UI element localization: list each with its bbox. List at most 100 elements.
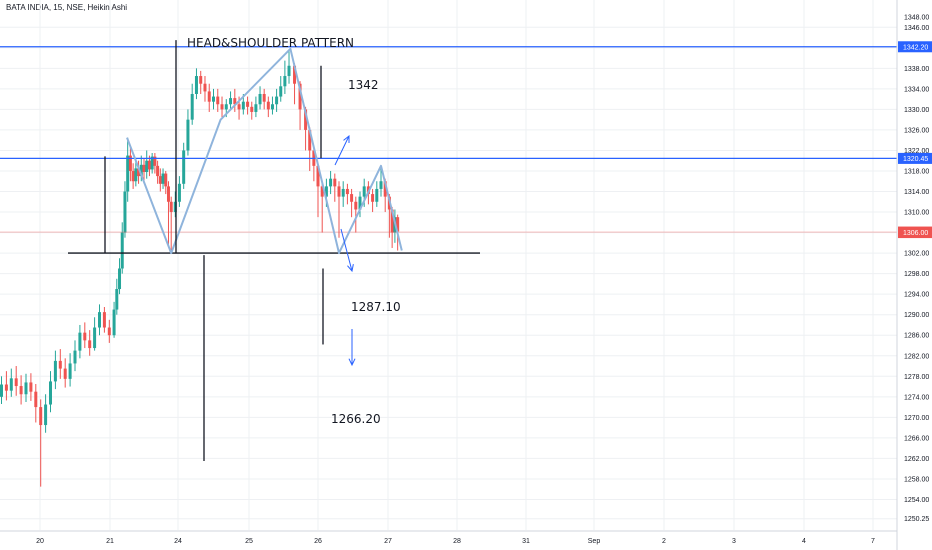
annotation-target-1266: 1266.20 (331, 412, 381, 426)
candle-body (329, 178, 333, 187)
time-axis[interactable]: 20 21 24 25 26 27 28 31 Sep 2 3 4 7 (0, 530, 897, 545)
price-tick-label: 1348.00 (904, 15, 929, 22)
candle-body (266, 101, 270, 110)
time-tick-label: 27 (384, 538, 392, 545)
price-axis-bg (897, 0, 932, 550)
candle-body (145, 160, 149, 173)
candle-body (246, 101, 250, 107)
candle-body (123, 191, 127, 233)
price-tag: 1320.45 (898, 152, 932, 164)
candle-body (14, 378, 18, 387)
annotation-target-1342: 1342 (348, 78, 379, 92)
candle-body (102, 312, 106, 328)
pattern-drawings[interactable] (68, 40, 480, 461)
candle-body (341, 188, 345, 197)
candle-body (390, 209, 394, 233)
candle-body (354, 201, 358, 210)
price-tag-label: 1306.00 (903, 230, 928, 237)
symbol-info: BATA INDIA, 15, NSE, Heikin Ashi (6, 3, 128, 12)
price-tick-label: 1254.00 (904, 497, 929, 504)
candle-body (169, 201, 173, 213)
grid-lines (0, 0, 897, 530)
candle-body (44, 404, 48, 426)
price-tick-label: 1274.00 (904, 394, 929, 401)
price-tick-label: 1270.00 (904, 415, 929, 422)
price-tag-label: 1320.45 (903, 156, 928, 163)
price-tag-label: 1342.20 (903, 44, 928, 51)
price-tag-bg (898, 152, 932, 164)
price-tick-label: 1334.00 (904, 86, 929, 93)
time-tick-label: 24 (174, 538, 182, 545)
price-tick-label: 1318.00 (904, 168, 929, 175)
time-tick-label: 2 (662, 538, 666, 545)
candle-body (308, 129, 312, 151)
candle-body (254, 104, 258, 112)
candle-body (24, 382, 28, 395)
candle-body (216, 96, 220, 105)
candle-body (158, 176, 162, 184)
horizontal-lines[interactable] (0, 46, 897, 233)
price-axis[interactable]: 1250.25 1254.00 1258.00 1262.00 1266.00 1270.… (896, 0, 932, 550)
candle-body (53, 360, 57, 382)
candle-body (371, 194, 375, 202)
price-tag: 1342.20 (898, 41, 932, 53)
candle-body (333, 178, 337, 187)
candle-body (120, 232, 124, 269)
candle-body (88, 340, 92, 349)
candle-body (250, 106, 254, 112)
candle-body (107, 327, 111, 336)
candle-body (34, 391, 38, 408)
candle-body (270, 104, 274, 110)
candle-body (134, 168, 138, 182)
candle-body (142, 164, 146, 173)
candle-body (63, 368, 67, 379)
price-tick-label: 1326.00 (904, 127, 929, 134)
candle-body (207, 91, 211, 102)
arrow-up-head (343, 134, 350, 144)
price-tag-bg (898, 41, 932, 53)
price-tick-label: 1294.00 (904, 292, 929, 299)
candle-body (58, 360, 62, 369)
candle-body (233, 98, 237, 105)
candle-body (203, 83, 207, 92)
price-tick-label: 1258.00 (904, 476, 929, 483)
candle-body (283, 76, 287, 87)
price-tick-label: 1314.00 (904, 189, 929, 196)
candle-body (0, 384, 3, 397)
price-tick-label: 1330.00 (904, 107, 929, 114)
candle-body (9, 378, 13, 391)
candle-body (49, 381, 52, 405)
price-tag: 1306.00 (898, 227, 932, 239)
candle-body (147, 160, 151, 170)
candle-body (161, 173, 165, 184)
price-tick-label: 1338.00 (904, 66, 929, 73)
candle-body (29, 382, 33, 392)
candle-body (199, 76, 203, 84)
time-tick-label: 26 (314, 538, 322, 545)
candle-body (68, 363, 72, 379)
candle-body (186, 119, 190, 151)
candle-body (139, 164, 143, 177)
candle-body (345, 188, 349, 195)
candle-body (83, 332, 87, 341)
arrow-down-2-head (348, 358, 356, 367)
candle-body (177, 183, 181, 202)
time-tick-label: 20 (36, 538, 44, 545)
candle-body (350, 194, 354, 202)
time-tick-label: 4 (802, 538, 806, 545)
candle-body (304, 109, 308, 130)
candle-body (337, 186, 341, 197)
time-tick-label: 3 (732, 538, 736, 545)
candle-body (324, 186, 328, 197)
candle-body (358, 196, 362, 210)
candle-body (73, 350, 77, 364)
candle-body (98, 312, 101, 328)
price-tick-label: 1290.00 (904, 312, 929, 319)
candle-body (237, 104, 241, 110)
candle-body (293, 65, 297, 84)
candle-body (298, 83, 302, 110)
candle-body (137, 168, 141, 177)
price-tick-label: 1286.00 (904, 333, 929, 340)
candle-body (229, 98, 233, 105)
